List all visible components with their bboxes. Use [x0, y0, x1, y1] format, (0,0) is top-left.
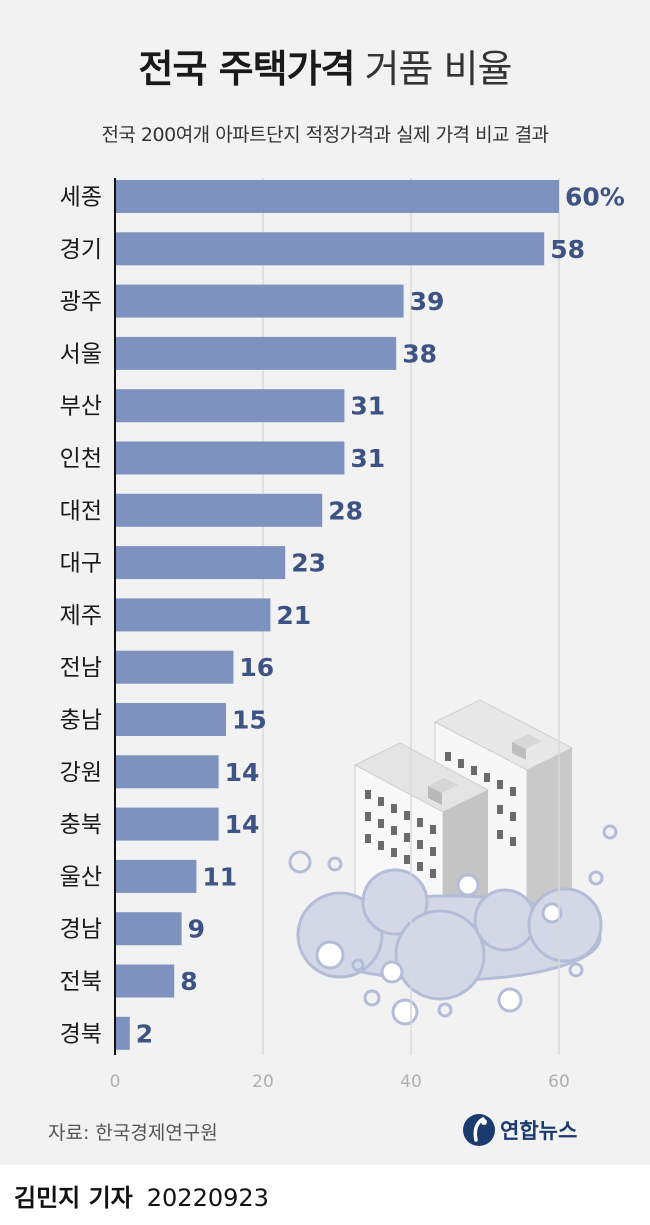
value-label: 31 — [350, 392, 385, 421]
bar — [115, 546, 286, 580]
value-label: 38 — [402, 339, 437, 368]
bar — [115, 232, 545, 266]
building-bubble-illustration — [288, 699, 618, 1026]
category-label: 인천 — [60, 446, 102, 472]
chart-subtitle: 전국 200여개 아파트단지 적정가격과 실제 가격 비교 결과 — [101, 124, 549, 146]
category-label: 경북 — [60, 1021, 102, 1047]
logo-text: 연합뉴스 — [500, 1119, 578, 1143]
value-label: 9 — [188, 915, 205, 944]
bar — [115, 1016, 130, 1050]
yonhap-logo: 연합뉴스 — [462, 1110, 577, 1150]
category-label: 부산 — [60, 394, 102, 420]
bar — [115, 284, 404, 318]
author-name: 김민지 기자 — [14, 1184, 133, 1212]
category-label: 강원 — [60, 760, 102, 786]
bar — [115, 912, 182, 946]
source-note: 자료: 한국경제연구원 — [48, 1122, 218, 1144]
x-tick-label: 20 — [252, 1072, 274, 1092]
category-label: 대전 — [60, 498, 102, 524]
value-label: 21 — [276, 601, 311, 630]
category-label: 경남 — [60, 917, 102, 943]
category-label: 제주 — [60, 603, 102, 629]
category-label: 광주 — [60, 289, 102, 315]
bar — [115, 441, 345, 475]
byline: 김민지 기자 20220923 — [14, 1178, 269, 1213]
category-label: 전북 — [60, 969, 102, 995]
x-tick-label: 40 — [400, 1072, 422, 1092]
x-tick-labels: 0 20 40 60 — [110, 1072, 570, 1092]
bar — [115, 807, 219, 841]
bar — [115, 859, 197, 893]
value-label: 2 — [136, 1019, 153, 1048]
category-label: 충북 — [60, 812, 102, 838]
bar — [115, 598, 271, 632]
bar — [115, 180, 559, 213]
bar — [115, 389, 345, 423]
bar — [115, 703, 226, 736]
x-tick-label: 60 — [548, 1072, 570, 1092]
category-label: 대구 — [60, 551, 102, 577]
category-label: 전남 — [60, 655, 102, 681]
value-label: 8 — [180, 967, 197, 996]
bar — [115, 964, 175, 998]
bar — [115, 336, 397, 370]
category-label: 울산 — [60, 864, 102, 890]
value-label: 39 — [410, 287, 445, 316]
value-label: 31 — [350, 444, 385, 473]
publish-date: 20220923 — [146, 1184, 269, 1212]
chart-title: 전국 주택가격 거품 비율 — [0, 38, 650, 93]
value-label: 16 — [239, 653, 274, 682]
value-label: 58 — [550, 235, 585, 264]
bar — [115, 650, 234, 684]
value-label: 14 — [225, 758, 260, 787]
value-label: 28 — [328, 496, 363, 525]
category-label: 서울 — [60, 341, 102, 367]
category-label: 경기 — [60, 237, 102, 263]
value-label: 11 — [202, 862, 237, 891]
bar — [115, 493, 323, 527]
category-label: 세종 — [60, 185, 102, 211]
title-light: 거품 비율 — [364, 47, 513, 91]
bar — [115, 755, 219, 789]
value-label: 60% — [565, 183, 625, 212]
bars-group — [115, 180, 559, 1050]
value-label: 23 — [291, 549, 326, 578]
title-bold: 전국 주택가격 — [138, 47, 356, 91]
x-tick-label: 0 — [110, 1072, 121, 1092]
value-label: 14 — [225, 810, 260, 839]
yonhap-logo-icon — [463, 1114, 495, 1146]
category-label: 충남 — [60, 708, 102, 734]
value-label: 15 — [232, 706, 267, 735]
